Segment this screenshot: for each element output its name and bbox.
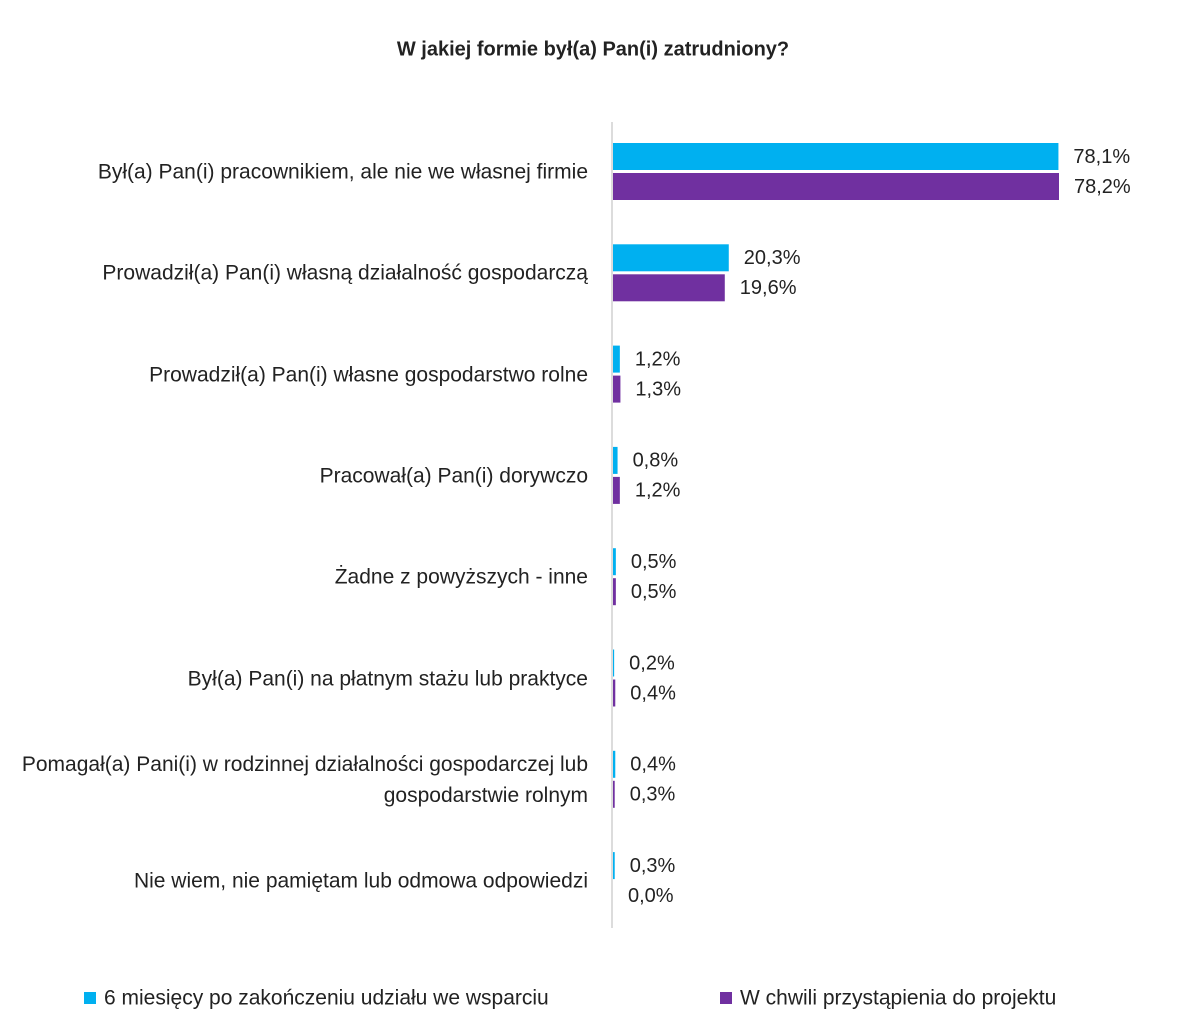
value-label: 0,4% (630, 754, 676, 776)
bar (613, 750, 616, 778)
bar (613, 578, 616, 606)
bar (613, 143, 1059, 170)
category-label: Pomagał(a) Pani(i) w rodzinnej działalno… (21, 752, 588, 807)
value-label: 0,3% (630, 784, 676, 806)
value-label: 1,2% (635, 480, 681, 502)
bar (613, 679, 616, 707)
bar (613, 274, 725, 302)
bar (613, 780, 615, 808)
category-label: Był(a) Pan(i) na płatnym stażu lub prakt… (187, 667, 588, 690)
legend-swatch (84, 992, 96, 1004)
category-label: Żadne z powyższych - inne (334, 565, 588, 589)
bar (613, 548, 616, 576)
value-label: 19,6% (740, 277, 797, 299)
value-label: 0,2% (629, 652, 675, 674)
category-label: Prowadził(a) Pan(i) własną działalność g… (102, 261, 588, 285)
bar (613, 345, 620, 373)
bar (613, 244, 729, 272)
value-label: 0,0% (628, 885, 674, 907)
value-label: 78,2% (1074, 176, 1131, 198)
bar (613, 375, 621, 403)
legend-label: 6 miesięcy po zakończeniu udziału we wsp… (104, 987, 549, 1010)
legend-label: W chwili przystąpienia do projektu (740, 987, 1056, 1010)
chart-title: W jakiej formie był(a) Pan(i) zatrudnion… (397, 38, 789, 60)
value-label: 0,5% (631, 551, 677, 573)
value-label: 0,4% (630, 682, 676, 704)
category-label: Pracował(a) Pan(i) dorywczo (319, 464, 588, 488)
value-label: 20,3% (744, 247, 801, 269)
bar (613, 446, 618, 474)
value-label: 1,2% (635, 348, 681, 370)
category-label: Nie wiem, nie pamiętam lub odmowa odpowi… (133, 869, 588, 893)
category-label: Był(a) Pan(i) pracownikiem, ale nie we w… (97, 160, 588, 184)
value-label: 0,5% (631, 581, 677, 603)
value-label: 78,1% (1073, 146, 1130, 168)
bar (613, 476, 620, 504)
bar (613, 649, 615, 677)
value-label: 0,3% (630, 855, 676, 877)
category-label: Prowadził(a) Pan(i) własne gospodarstwo … (149, 363, 588, 387)
value-label: 0,8% (633, 450, 679, 472)
legend-swatch (720, 992, 732, 1004)
bar (613, 173, 1059, 200)
value-label: 1,3% (635, 378, 681, 400)
bar (613, 852, 615, 880)
